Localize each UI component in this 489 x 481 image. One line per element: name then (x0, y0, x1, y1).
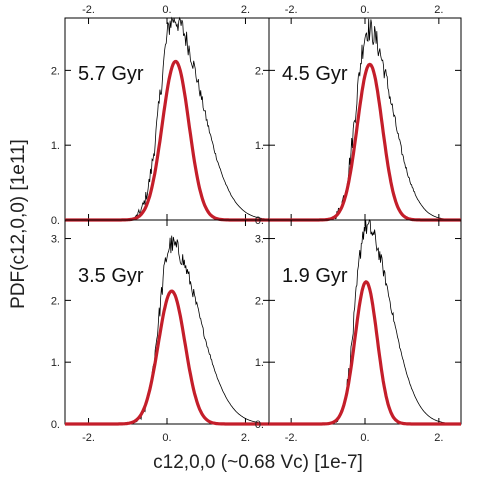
gaussian-fit-line (268, 62, 462, 222)
y-tick-label: 0. (51, 419, 60, 431)
panels: 0. 1. 2. 5.7 Gyr 0. 1. 2. 4.5 Gyr 0. 1. 2. 3. 3.5 Gy… (51, 4, 462, 444)
x-tick-label: 0. (162, 432, 171, 444)
histogram-line (65, 16, 269, 221)
y-tick-label: 3. (51, 234, 60, 246)
x-tick-label-top: 0. (162, 4, 171, 16)
x-tick-label: -2. (82, 432, 95, 444)
panel-label: 1.9 Gyr (282, 265, 348, 287)
x-axis-title: c12,0,0 (~0.68 Vc) [1e-7] (153, 452, 363, 473)
panel-frame (64, 17, 270, 221)
panel-frame (64, 219, 270, 425)
histogram-line (65, 235, 270, 425)
x-tick-label-top: 2. (241, 4, 250, 16)
x-tick-label: 0. (360, 432, 369, 444)
y-tick-label: 0. (255, 215, 264, 227)
y-tick-label: 2. (255, 65, 264, 77)
x-tick-label: -2. (285, 432, 298, 444)
x-tick-label: 2. (434, 432, 443, 444)
panel-label: 3.5 Gyr (78, 265, 144, 287)
panel-label: 5.7 Gyr (78, 63, 144, 85)
gaussian-fit-line (268, 280, 462, 426)
x-tick-label-top: -2. (82, 4, 95, 16)
x-tick-label-top: 2. (434, 4, 443, 16)
panel-1: 0. 1. 2. 5.7 Gyr (51, 16, 270, 227)
panel-label: 4.5 Gyr (282, 63, 348, 85)
y-tick-label: 2. (255, 295, 264, 307)
histogram-line (269, 18, 461, 221)
x-tick-label-top: 0. (360, 4, 369, 16)
panel-frame (268, 219, 462, 425)
y-tick-label: 0. (255, 419, 264, 431)
histogram-line (269, 219, 461, 425)
panel-frame (268, 17, 462, 221)
x-tick-label: 2. (241, 432, 250, 444)
y-tick-label: 0. (51, 215, 60, 227)
y-tick-label: 3. (255, 234, 264, 246)
gaussian-fit-line (64, 289, 270, 426)
y-tick-label: 2. (51, 295, 60, 307)
panel-4: 0. 1. 2. 3. 1.9 Gyr (255, 219, 462, 431)
x-tick-label-top: -2. (285, 4, 298, 16)
y-tick-label: 1. (51, 140, 60, 152)
gaussian-fit-line (64, 59, 270, 222)
panel-3: 0. 1. 2. 3. 3.5 Gyr (51, 219, 270, 431)
y-tick-label: 1. (255, 140, 264, 152)
panel-2: 0. 1. 2. 4.5 Gyr (255, 17, 462, 227)
y-tick-label: 2. (51, 65, 60, 77)
y-tick-label: 1. (51, 357, 60, 369)
y-axis-title: PDF(c12,0,0) [1e11] (8, 139, 29, 309)
y-tick-label: 1. (255, 357, 264, 369)
